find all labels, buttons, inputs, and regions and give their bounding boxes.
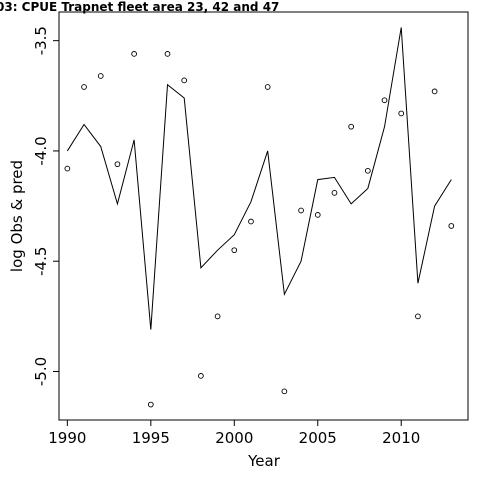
observed-point [381, 97, 388, 104]
x-axis: 1990 1995 2000 2005 2010 [48, 420, 420, 447]
observed-point [97, 73, 104, 79]
observed-point [231, 247, 238, 254]
y-axis-label: log Obs & pred [8, 160, 26, 272]
observed-point [164, 51, 171, 57]
observed-point [415, 313, 421, 320]
y-tick-label: -4.0 [32, 136, 50, 165]
observed-point [64, 165, 71, 172]
observed-point [314, 212, 321, 218]
observed-point [331, 189, 338, 196]
x-tick-label: 2000 [215, 429, 253, 447]
observed-point [431, 88, 438, 95]
observed-point [298, 207, 304, 214]
observed-point [214, 313, 221, 320]
observed-point [147, 401, 154, 408]
series-points-group [64, 51, 455, 408]
observed-point [398, 110, 405, 117]
x-axis-label: Year [247, 452, 281, 470]
observed-point [181, 77, 188, 84]
x-tick-label: 1995 [132, 429, 170, 447]
predicted-line [66, 27, 452, 330]
plot-frame [58, 11, 469, 421]
observed-point [81, 84, 87, 90]
chart-title: 03: CPUE Trapnet fleet area 23, 42 and 4… [0, 0, 279, 14]
y-tick-label: -3.5 [32, 26, 50, 55]
y-tick-label: -4.5 [32, 247, 50, 276]
x-tick-label: 1990 [48, 429, 86, 447]
observed-point [131, 51, 137, 57]
x-tick-label: 2010 [382, 429, 420, 447]
observed-point [281, 388, 288, 395]
observed-point [364, 167, 371, 174]
x-tick-label: 2005 [299, 429, 337, 447]
observed-point [448, 223, 455, 229]
y-tick-label: -5.0 [32, 357, 50, 386]
series-line-group [66, 27, 452, 330]
observed-point [114, 161, 121, 168]
observed-point [348, 123, 354, 130]
y-axis: -3.5 -4.0 -4.5 -5.0 [32, 26, 59, 386]
observed-point [248, 218, 254, 225]
observed-point [198, 373, 204, 379]
observed-point [264, 84, 271, 90]
